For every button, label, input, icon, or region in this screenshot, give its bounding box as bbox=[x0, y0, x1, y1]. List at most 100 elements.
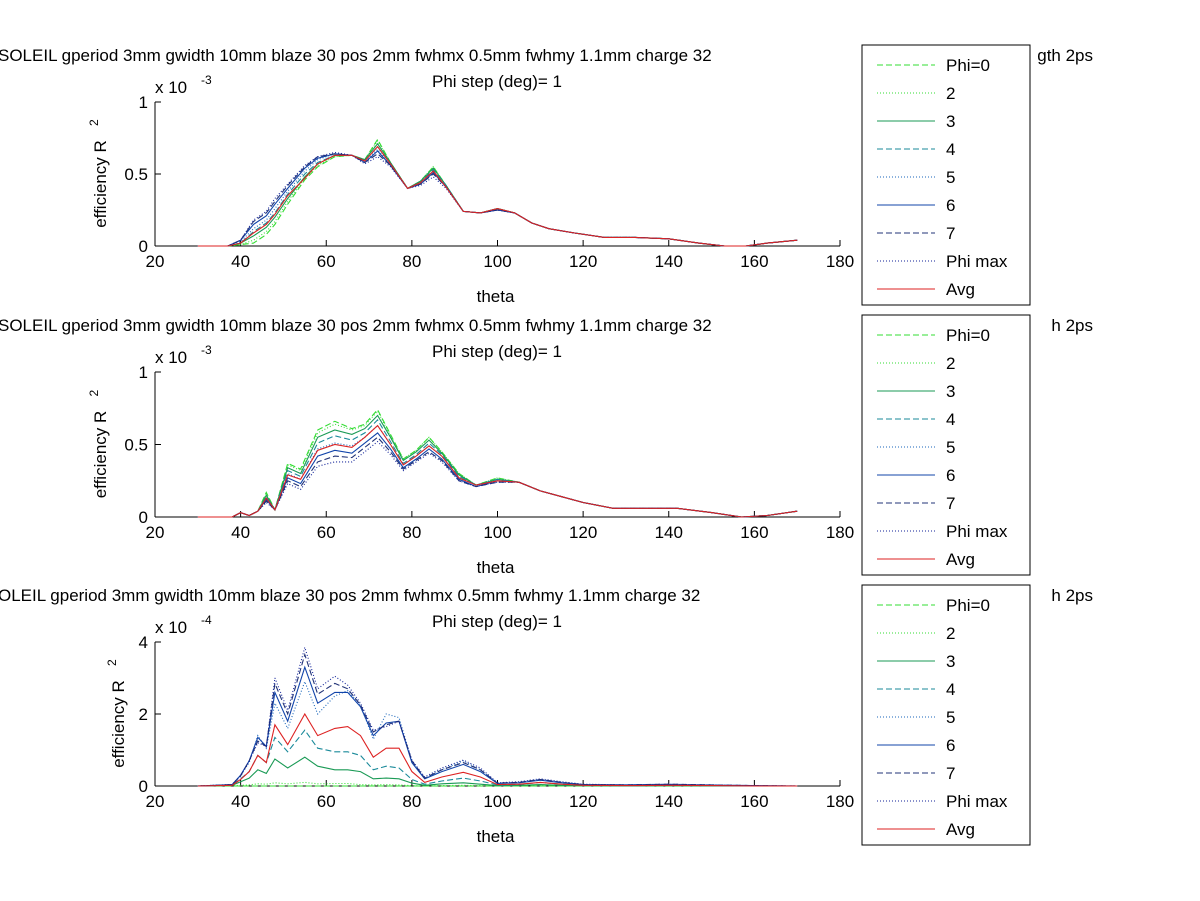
legend-label: 5 bbox=[946, 708, 955, 727]
legend-box bbox=[861, 44, 1031, 306]
legend-label: Phi max bbox=[946, 252, 1008, 271]
x-tick-label: 140 bbox=[655, 252, 683, 271]
y-tick-label: 0.5 bbox=[124, 165, 148, 184]
x-tick-label: 80 bbox=[402, 523, 421, 542]
x-tick-label: 120 bbox=[569, 523, 597, 542]
x-tick-label: 60 bbox=[317, 523, 336, 542]
y-tick-label: 0 bbox=[139, 508, 148, 527]
series-line bbox=[197, 729, 798, 787]
x-tick-label: 180 bbox=[826, 523, 854, 542]
legend-label: 7 bbox=[946, 494, 955, 513]
y-tick-label: 2 bbox=[139, 705, 148, 724]
legend-label: 5 bbox=[946, 438, 955, 457]
subplot-1: SOLEIL gperiod 3mm gwidth 10mm blaze 30 … bbox=[0, 44, 1093, 306]
series-line bbox=[197, 151, 798, 247]
legend-label: 5 bbox=[946, 168, 955, 187]
y-axis-label-text: efficiency R bbox=[109, 680, 128, 768]
x-tick-label: 20 bbox=[146, 523, 165, 542]
y-tick-label: 1 bbox=[139, 93, 148, 112]
y-axis-label-text: efficiency R bbox=[91, 140, 110, 228]
y-axis-label-text: efficiency R bbox=[91, 411, 110, 499]
x-tick-label: 100 bbox=[483, 252, 511, 271]
legend-label: Avg bbox=[946, 550, 975, 569]
legend-label: 2 bbox=[946, 84, 955, 103]
x-tick-label: 160 bbox=[740, 252, 768, 271]
x-tick-label: 20 bbox=[146, 252, 165, 271]
legend-label: 2 bbox=[946, 354, 955, 373]
x-tick-label: 180 bbox=[826, 252, 854, 271]
x-tick-label: 60 bbox=[317, 252, 336, 271]
chart-title-tail: h 2ps bbox=[1051, 586, 1093, 605]
legend-label: 6 bbox=[946, 196, 955, 215]
legend-label: 6 bbox=[946, 466, 955, 485]
series-lines bbox=[197, 645, 798, 787]
series-line bbox=[197, 440, 798, 518]
series-line bbox=[197, 680, 798, 787]
chart-subtitle: Phi step (deg)= 1 bbox=[432, 72, 562, 91]
legend-label: Phi=0 bbox=[946, 326, 990, 345]
series-line bbox=[197, 138, 798, 247]
x-tick-label: 140 bbox=[655, 523, 683, 542]
legend-label: Phi max bbox=[946, 792, 1008, 811]
legend-label: Phi=0 bbox=[946, 596, 990, 615]
y-axis-label: efficiency R 2 bbox=[87, 390, 110, 499]
x-axis-label: theta bbox=[477, 558, 515, 577]
y-exponent-power: -3 bbox=[201, 73, 212, 87]
chart-title-line1: OLEIL gperiod 3mm gwidth 10mm blaze 30 p… bbox=[0, 586, 700, 605]
legend-label: 7 bbox=[946, 764, 955, 783]
chart-subtitle: Phi step (deg)= 1 bbox=[432, 612, 562, 631]
series-line bbox=[197, 153, 798, 247]
y-axis-label-sup: 2 bbox=[87, 119, 101, 126]
legend-label: 4 bbox=[946, 140, 955, 159]
x-tick-label: 120 bbox=[569, 792, 597, 811]
x-tick-label: 100 bbox=[483, 523, 511, 542]
y-tick-label: 0.5 bbox=[124, 436, 148, 455]
series-line bbox=[197, 139, 798, 247]
y-exponent-label: x 10 bbox=[155, 618, 187, 637]
y-tick-label: 4 bbox=[139, 633, 148, 652]
y-axis-label: efficiency R 2 bbox=[105, 659, 128, 768]
y-tick-label: 0 bbox=[139, 777, 148, 796]
chart-title-tail: gth 2ps bbox=[1037, 46, 1093, 65]
x-tick-label: 160 bbox=[740, 792, 768, 811]
legend-box bbox=[861, 584, 1031, 846]
legend-label: 3 bbox=[946, 652, 955, 671]
y-axis-label-sup: 2 bbox=[105, 659, 119, 666]
x-tick-label: 60 bbox=[317, 792, 336, 811]
x-tick-label: 40 bbox=[231, 523, 250, 542]
x-tick-label: 100 bbox=[483, 792, 511, 811]
series-line bbox=[197, 414, 798, 518]
series-lines bbox=[197, 408, 798, 518]
x-tick-label: 160 bbox=[740, 523, 768, 542]
y-exponent-label: x 10 bbox=[155, 348, 187, 367]
series-line bbox=[197, 645, 798, 787]
legend-label: 3 bbox=[946, 112, 955, 131]
x-tick-label: 40 bbox=[231, 792, 250, 811]
y-exponent-label: x 10 bbox=[155, 78, 187, 97]
chart-title-tail: h 2ps bbox=[1051, 316, 1093, 335]
legend-label: 3 bbox=[946, 382, 955, 401]
x-axis-label: theta bbox=[477, 827, 515, 846]
series-line bbox=[197, 410, 798, 518]
legend-label: Avg bbox=[946, 280, 975, 299]
legend: Phi=0 2 3 4 5 6 7 Phi max Avg bbox=[861, 44, 1031, 306]
y-exponent-power: -3 bbox=[201, 343, 212, 357]
legend-label: 6 bbox=[946, 736, 955, 755]
series-line bbox=[197, 781, 798, 787]
subplot-2: SOLEIL gperiod 3mm gwidth 10mm blaze 30 … bbox=[0, 314, 1093, 577]
x-tick-label: 140 bbox=[655, 792, 683, 811]
series-line bbox=[197, 145, 798, 247]
series-line bbox=[197, 712, 798, 787]
x-tick-label: 120 bbox=[569, 252, 597, 271]
legend-label: Phi=0 bbox=[946, 56, 990, 75]
legend-label: 4 bbox=[946, 410, 955, 429]
legend-box bbox=[861, 314, 1031, 576]
legend-label: Avg bbox=[946, 820, 975, 839]
x-tick-label: 80 bbox=[402, 792, 421, 811]
legend-label: 4 bbox=[946, 680, 955, 699]
x-tick-label: 20 bbox=[146, 792, 165, 811]
x-tick-label: 180 bbox=[826, 792, 854, 811]
chart-title-line1: SOLEIL gperiod 3mm gwidth 10mm blaze 30 … bbox=[0, 316, 712, 335]
x-axis-label: theta bbox=[477, 287, 515, 306]
